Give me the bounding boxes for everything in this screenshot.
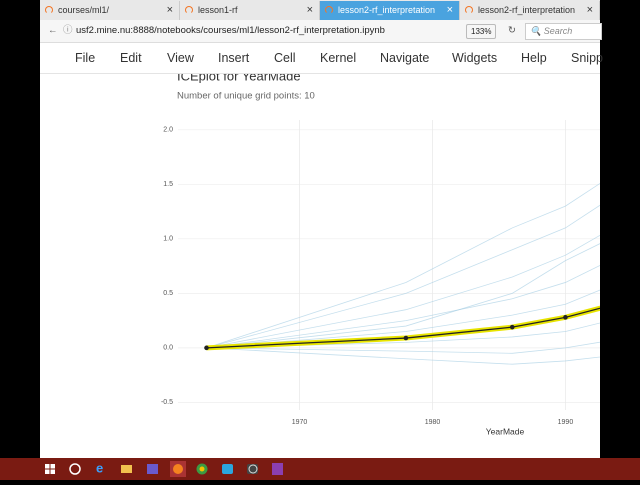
info-icon: ⓘ xyxy=(63,25,73,36)
y-tick-label: 1.5 xyxy=(163,181,173,188)
ice-line xyxy=(206,204,600,349)
tab-close[interactable]: × xyxy=(446,4,453,16)
reload-button[interactable]: ↻ xyxy=(508,25,516,36)
tab[interactable]: lesson2-rf_interpretation × xyxy=(460,1,600,20)
y-tick-label: 0.0 xyxy=(163,345,173,352)
menu-item[interactable]: Snipp xyxy=(571,51,603,65)
tab[interactable]: lesson2-rf_interpretation × xyxy=(320,1,460,20)
menu-item[interactable]: File xyxy=(75,51,96,65)
menu-item[interactable]: Navigate xyxy=(380,51,430,65)
ice-line xyxy=(206,289,600,349)
pdp-highlight xyxy=(206,305,600,351)
menu-item[interactable]: Edit xyxy=(120,51,142,65)
menu-item[interactable]: Widgets xyxy=(452,51,498,65)
url[interactable]: usf2.mine.nu:8888/notebooks/courses/ml1/… xyxy=(76,25,385,36)
ice-line xyxy=(206,243,600,349)
tab-close[interactable]: × xyxy=(166,4,173,16)
ice-line xyxy=(206,347,600,365)
x-tick-label: 1970 xyxy=(292,419,308,426)
x-axis-label: YearMade xyxy=(486,426,525,436)
ice-line xyxy=(206,234,600,349)
menu-item[interactable]: Kernel xyxy=(320,51,357,65)
tab-bar: courses/ml1/× lesson1-rf × lesson2-rf_inter… xyxy=(40,0,600,20)
pdp-point xyxy=(204,345,209,351)
tab-title: lesson2-rf_interpretation xyxy=(478,5,576,15)
y-tick-label: 0.5 xyxy=(163,290,173,297)
search-box[interactable]: 🔍 Search xyxy=(525,23,602,40)
tab-title: lesson1-rf xyxy=(198,5,238,15)
menu-item[interactable]: Cell xyxy=(274,51,296,65)
ice-line xyxy=(206,322,600,349)
y-tick-label: -0.5 xyxy=(161,399,173,406)
tab[interactable]: courses/ml1/ × xyxy=(40,1,180,20)
pdp-point xyxy=(403,335,409,341)
chart-subtitle: Number of unique grid points: 10 xyxy=(177,91,315,102)
ice-line xyxy=(206,264,600,349)
taskbar: e xyxy=(0,458,640,480)
menu-item[interactable]: View xyxy=(167,51,194,65)
menu-item[interactable]: Insert xyxy=(218,51,250,65)
chart-title: ICEplot for YearMade xyxy=(177,74,301,83)
tab-title: lesson2-rf_interpretation xyxy=(338,5,436,15)
tab-title: courses/ml1/ xyxy=(58,5,110,15)
tab-icon xyxy=(185,6,193,14)
svg-text:e: e xyxy=(96,460,103,475)
tab-icon xyxy=(325,6,333,14)
ice-line xyxy=(206,341,600,354)
menu-bar: File Edit View Insert Cell Kernel Navigate Widg… xyxy=(40,43,603,74)
pdp-point xyxy=(563,315,568,320)
taskbar-icons: e xyxy=(45,460,283,477)
pdp-point xyxy=(509,324,515,330)
y-tick-label: 2.0 xyxy=(163,127,173,134)
ice-line xyxy=(206,182,600,349)
search-placeholder: Search xyxy=(543,26,573,36)
tab-close[interactable]: × xyxy=(586,4,593,16)
tab-icon xyxy=(45,6,53,14)
notebook: ICEplot for YearMade Number of unique gri… xyxy=(40,74,600,458)
menu-item[interactable]: Help xyxy=(521,51,547,65)
tab-close[interactable]: × xyxy=(306,4,313,16)
chart: ICEplot for YearMade Number of unique gri… xyxy=(161,74,600,436)
y-tick-label: 1.0 xyxy=(163,236,173,243)
tab-icon xyxy=(465,6,473,14)
address-bar: ← ⓘ usf2.mine.nu:8888/notebooks/courses/… xyxy=(40,20,602,43)
x-tick-label: 1980 xyxy=(425,419,441,426)
back-button[interactable]: ← xyxy=(48,25,58,36)
zoom[interactable]: 133% xyxy=(466,24,497,39)
tab[interactable]: lesson1-rf × xyxy=(180,1,320,20)
x-tick-label: 1990 xyxy=(558,419,574,426)
